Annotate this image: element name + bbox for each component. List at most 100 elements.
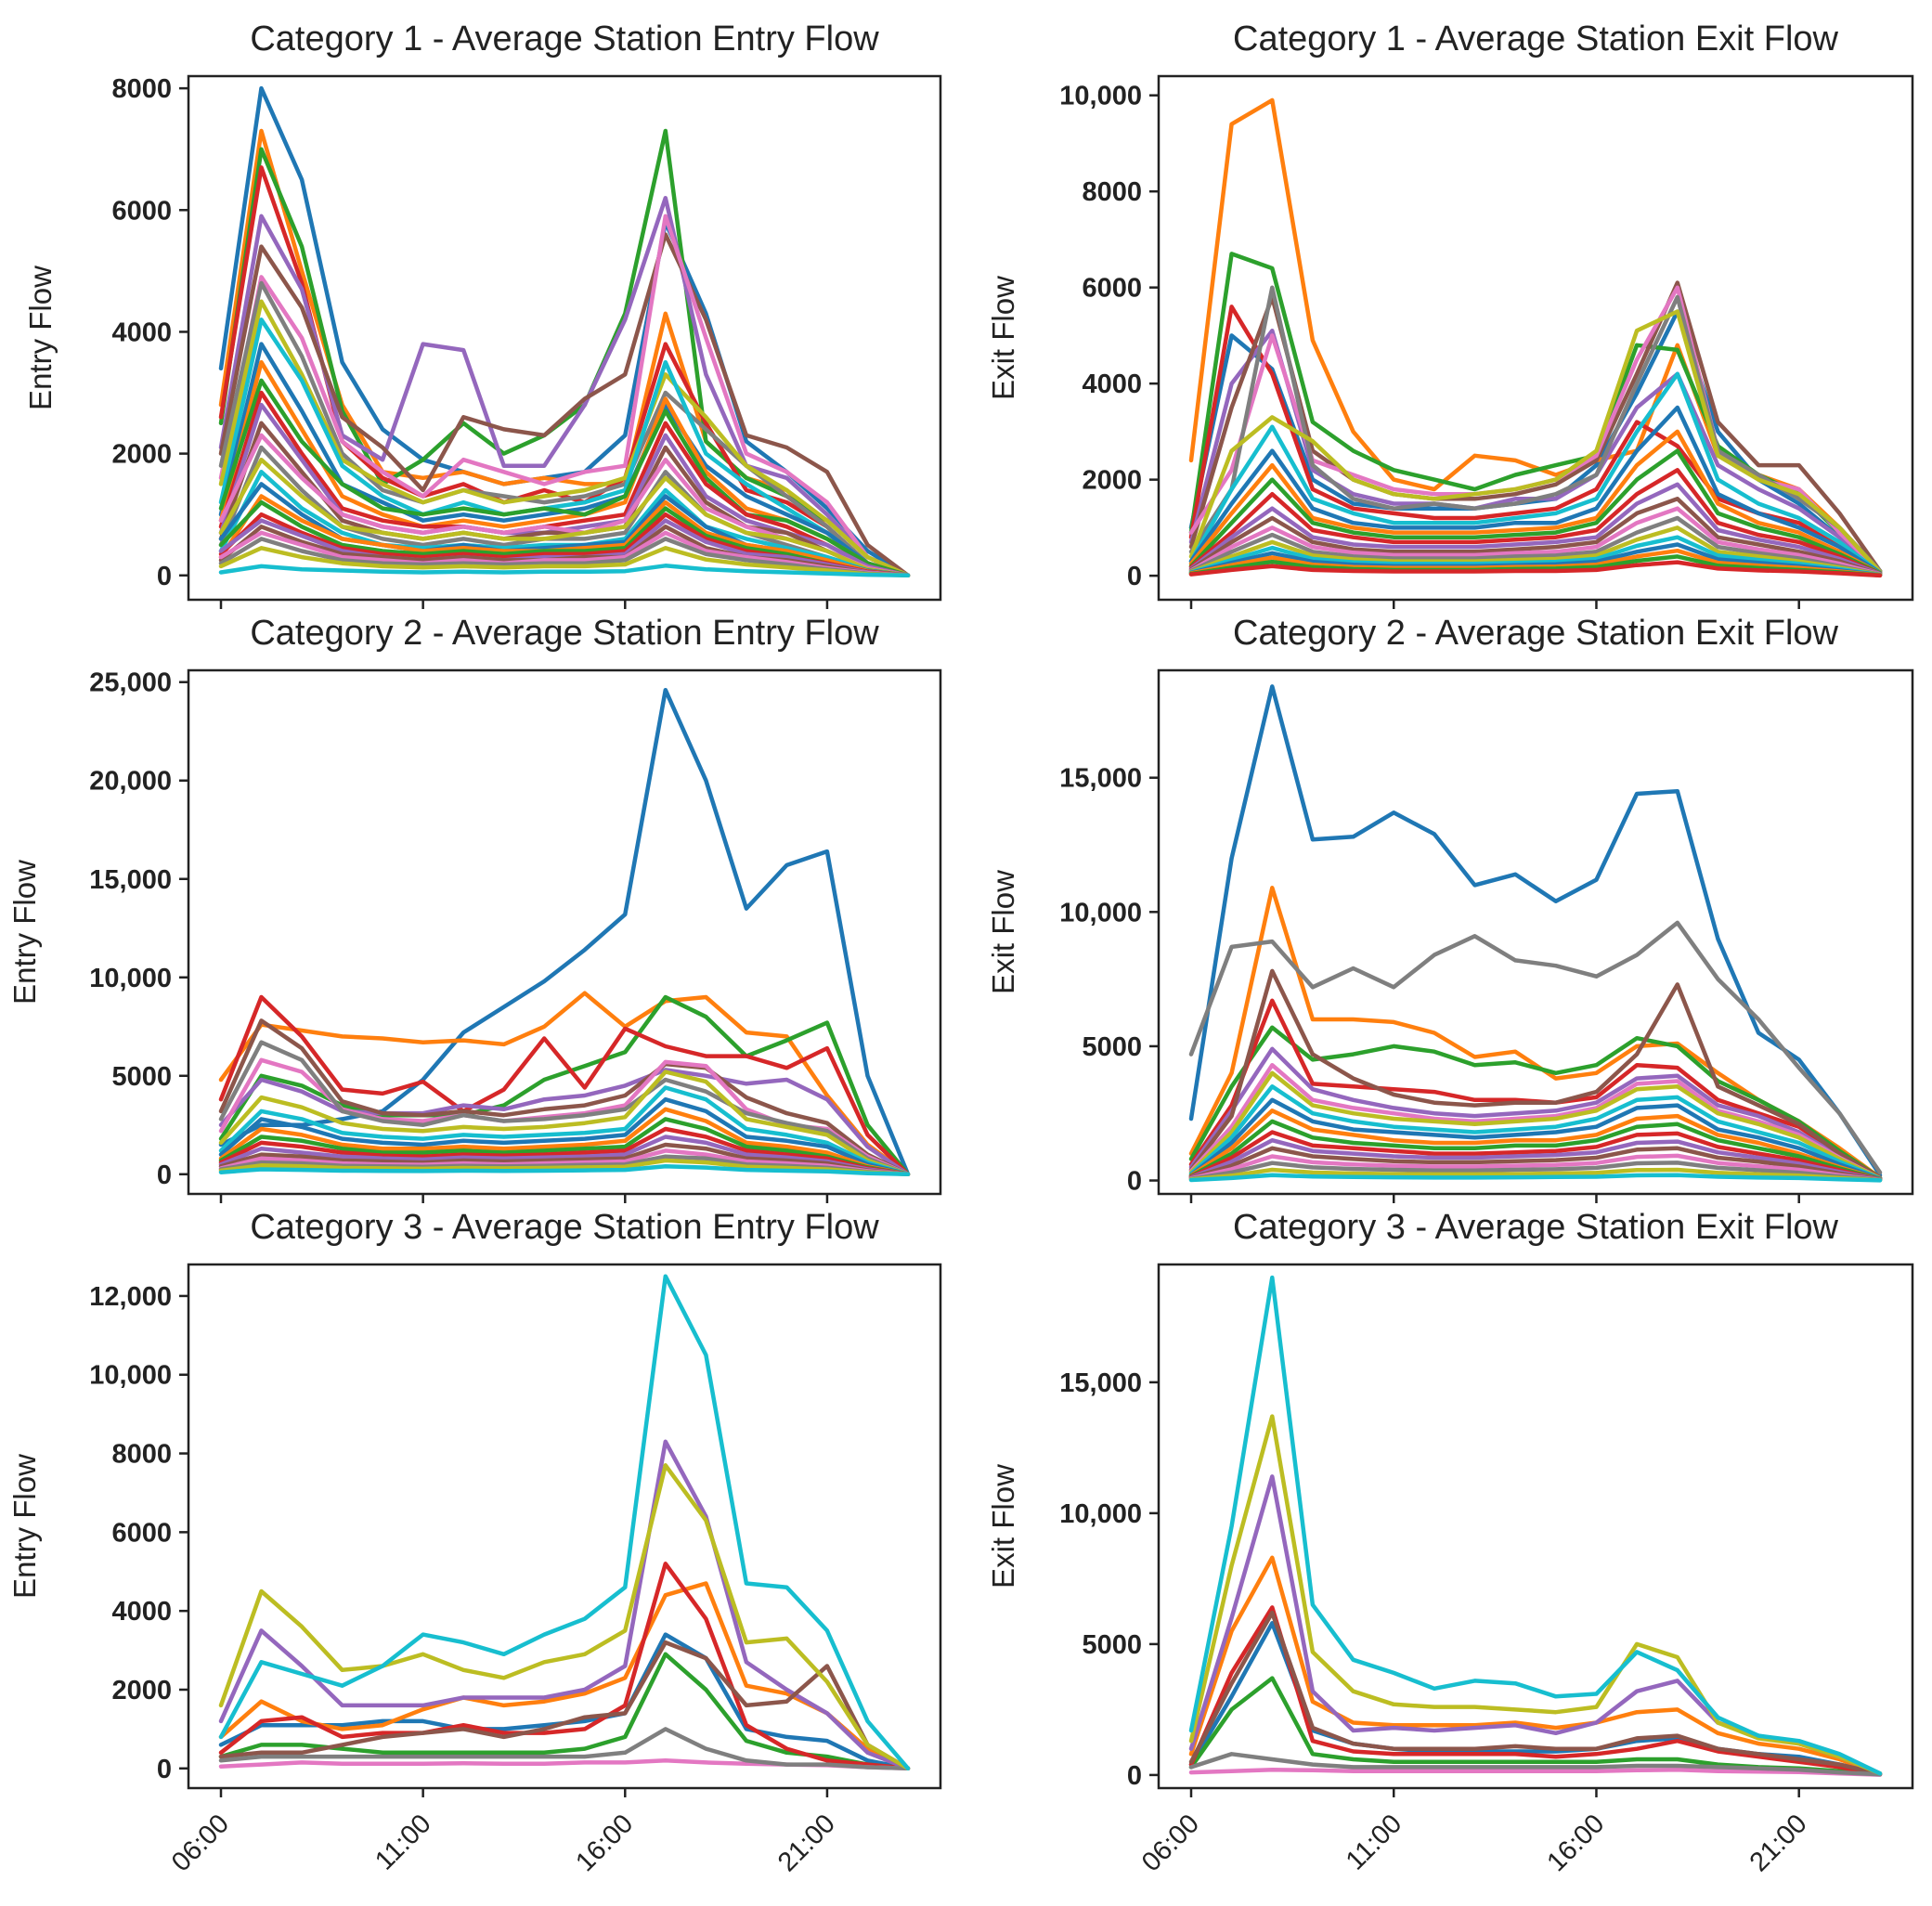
series-line-s5 xyxy=(1188,1046,1883,1181)
series-line-s4 xyxy=(1188,1605,1883,1777)
series-group xyxy=(1188,684,1883,1183)
y-tick-label: 10,000 xyxy=(1059,1499,1142,1529)
series-line-s11 xyxy=(1188,1097,1883,1182)
series-line-s17 xyxy=(1188,1153,1883,1183)
series-line-s14 xyxy=(218,390,911,578)
chart-title: Category 3 - Average Station Exit Flow xyxy=(1233,1208,1839,1247)
y-tick-label: 6000 xyxy=(111,1518,172,1548)
series-line-s19 xyxy=(1188,525,1883,577)
series-line-s9 xyxy=(1188,1414,1883,1776)
series-line-s10 xyxy=(218,318,911,578)
series-line-s5 xyxy=(218,1068,911,1177)
chart-title: Category 1 - Average Station Entry Flow xyxy=(250,19,879,58)
y-tick-label: 6000 xyxy=(1082,274,1142,304)
series-line-s21 xyxy=(1188,542,1883,577)
series-line-s18 xyxy=(1188,515,1883,577)
series-line-s10 xyxy=(1188,371,1883,576)
series-line-s9 xyxy=(1188,309,1883,575)
series-line-s16 xyxy=(218,421,911,578)
series-line-s24 xyxy=(1188,560,1883,578)
series-line-s10 xyxy=(1188,1084,1883,1181)
y-tick-label: 2000 xyxy=(1082,466,1142,496)
y-tick-label: 0 xyxy=(157,1755,172,1784)
series-line-s23 xyxy=(1188,554,1883,577)
y-tick-label: 5000 xyxy=(1082,1630,1142,1660)
y-tick-label: 15,000 xyxy=(1059,764,1142,794)
series-line-s8 xyxy=(218,1040,911,1177)
y-tick-label: 0 xyxy=(1127,1761,1142,1791)
chart-panel-4: Category 2 - Average Station Exit Flow Ex… xyxy=(986,614,1914,1203)
y-tick-label: 2000 xyxy=(111,440,172,470)
series-line-s17 xyxy=(218,1148,911,1177)
y-tick-label: 8000 xyxy=(111,1440,172,1470)
series-line-s16 xyxy=(218,1142,911,1177)
series-line-s4 xyxy=(218,994,911,1177)
y-tick-label: 5000 xyxy=(1082,1032,1142,1062)
series-line-s19 xyxy=(218,1158,911,1177)
plot-frame xyxy=(1157,74,1914,602)
y-tick-label: 0 xyxy=(1127,562,1142,591)
series-line-s8 xyxy=(1188,1752,1883,1777)
series-line-s14 xyxy=(1188,1130,1883,1182)
series-line-s6 xyxy=(1188,968,1883,1181)
series-line-s16 xyxy=(1188,497,1883,577)
y-tick-label: 5000 xyxy=(111,1062,172,1092)
x-tick-label: 21:00 xyxy=(772,1809,841,1877)
series-line-s20 xyxy=(1188,1173,1883,1183)
series-line-s18 xyxy=(1188,1160,1883,1183)
chart-title: Category 2 - Average Station Entry Flow xyxy=(250,614,879,653)
y-axis-label: Exit Flow xyxy=(986,870,1020,994)
y-tick-label: 10,000 xyxy=(89,964,172,993)
plot-frame xyxy=(1157,1263,1914,1790)
series-group xyxy=(218,85,911,578)
series-line-s5 xyxy=(1188,1474,1883,1776)
y-tick-label: 2000 xyxy=(111,1676,172,1705)
y-axis-label: Entry Flow xyxy=(7,860,42,1005)
y-axis-label: Entry Flow xyxy=(23,266,58,410)
y-tick-label: 10,000 xyxy=(89,1361,172,1391)
plot-frame xyxy=(187,668,942,1196)
chart-title: Category 3 - Average Station Entry Flow xyxy=(250,1208,879,1247)
y-tick-label: 0 xyxy=(157,562,172,591)
series-line-s3 xyxy=(218,1652,911,1771)
x-tick-label: 06:00 xyxy=(166,1809,235,1877)
y-tick-label: 12,000 xyxy=(89,1282,172,1312)
y-tick-label: 0 xyxy=(1127,1167,1142,1197)
x-tick-label: 21:00 xyxy=(1744,1809,1813,1877)
chart-title: Category 1 - Average Station Exit Flow xyxy=(1233,19,1839,58)
series-line-s27 xyxy=(218,530,911,578)
series-line-s2 xyxy=(218,991,911,1177)
series-line-s4 xyxy=(218,1562,911,1771)
y-tick-label: 4000 xyxy=(1082,370,1142,399)
plot-frame xyxy=(187,1263,942,1790)
chart-panel-1: Category 1 - Average Station Entry Flow E… xyxy=(23,19,942,609)
series-group xyxy=(218,687,911,1177)
series-line-s2 xyxy=(1188,1555,1883,1776)
chart-panel-2: Category 1 - Average Station Exit Flow Ex… xyxy=(986,19,1914,609)
y-axis-label: Entry Flow xyxy=(7,1454,42,1599)
series-group xyxy=(1188,97,1883,578)
y-tick-label: 6000 xyxy=(111,196,172,226)
series-line-s13 xyxy=(1188,1119,1883,1182)
series-line-s6 xyxy=(218,1018,911,1177)
x-tick-label: 16:00 xyxy=(1541,1809,1610,1877)
series-line-s1 xyxy=(1188,1621,1883,1776)
series-line-s1 xyxy=(1188,684,1883,1178)
y-tick-label: 15,000 xyxy=(89,865,172,895)
series-line-s10 xyxy=(218,1085,911,1177)
y-axis-label: Exit Flow xyxy=(986,1464,1020,1588)
series-line-s12 xyxy=(1188,1109,1883,1182)
y-tick-label: 8000 xyxy=(111,74,172,104)
series-line-s5 xyxy=(218,195,911,578)
series-line-s7 xyxy=(1188,1062,1883,1181)
y-tick-label: 25,000 xyxy=(89,668,172,698)
series-line-s23 xyxy=(218,499,911,578)
series-line-s7 xyxy=(218,214,911,578)
chart-panel-3: Category 2 - Average Station Entry Flow E… xyxy=(7,614,942,1203)
plot-frame xyxy=(187,74,942,602)
series-line-s11 xyxy=(1188,405,1883,576)
series-line-s10 xyxy=(1188,1275,1883,1776)
series-line-s13 xyxy=(1188,448,1883,576)
y-tick-label: 4000 xyxy=(111,318,172,347)
